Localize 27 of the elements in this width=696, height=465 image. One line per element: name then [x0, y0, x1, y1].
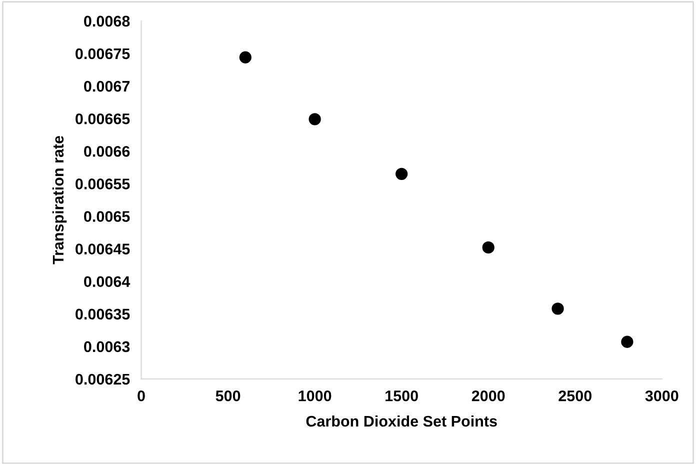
y-tick-label: 0.0063 — [84, 341, 130, 352]
y-tick-label: 0.00665 — [76, 113, 130, 124]
y-tick-label: 0.00625 — [76, 374, 130, 385]
x-tick-label: 2500 — [558, 390, 592, 402]
point — [308, 113, 321, 126]
x-tick-label: 1000 — [298, 390, 332, 402]
point — [552, 302, 564, 315]
x-tick-label: 0 — [138, 390, 145, 402]
y-tick-label: 0.00675 — [76, 48, 130, 60]
point — [482, 241, 494, 254]
point — [239, 51, 252, 64]
y-axis-title: Transpiration rate — [52, 136, 67, 264]
y-tick-label: 0.0064 — [84, 276, 130, 288]
point — [621, 336, 634, 348]
x-tick-label: 500 — [216, 390, 240, 402]
x-tick-label: 3000 — [645, 390, 678, 402]
y-tick-label: 0.0066 — [84, 146, 130, 157]
y-tick-label: 0.0068 — [84, 16, 130, 27]
point — [396, 168, 408, 180]
y-tick-label: 0.0067 — [84, 80, 130, 92]
x-tick-label: 1500 — [386, 390, 418, 402]
y-tick-label: 0.00645 — [76, 244, 130, 254]
y-tick-label: 0.00635 — [76, 308, 130, 320]
x-axis-title: Carbon Dioxide Set Points — [306, 415, 497, 427]
y-tick-label: 0.00655 — [76, 178, 130, 190]
y-tick-label: 0.0065 — [84, 211, 130, 222]
x-tick-label: 2000 — [472, 390, 505, 402]
